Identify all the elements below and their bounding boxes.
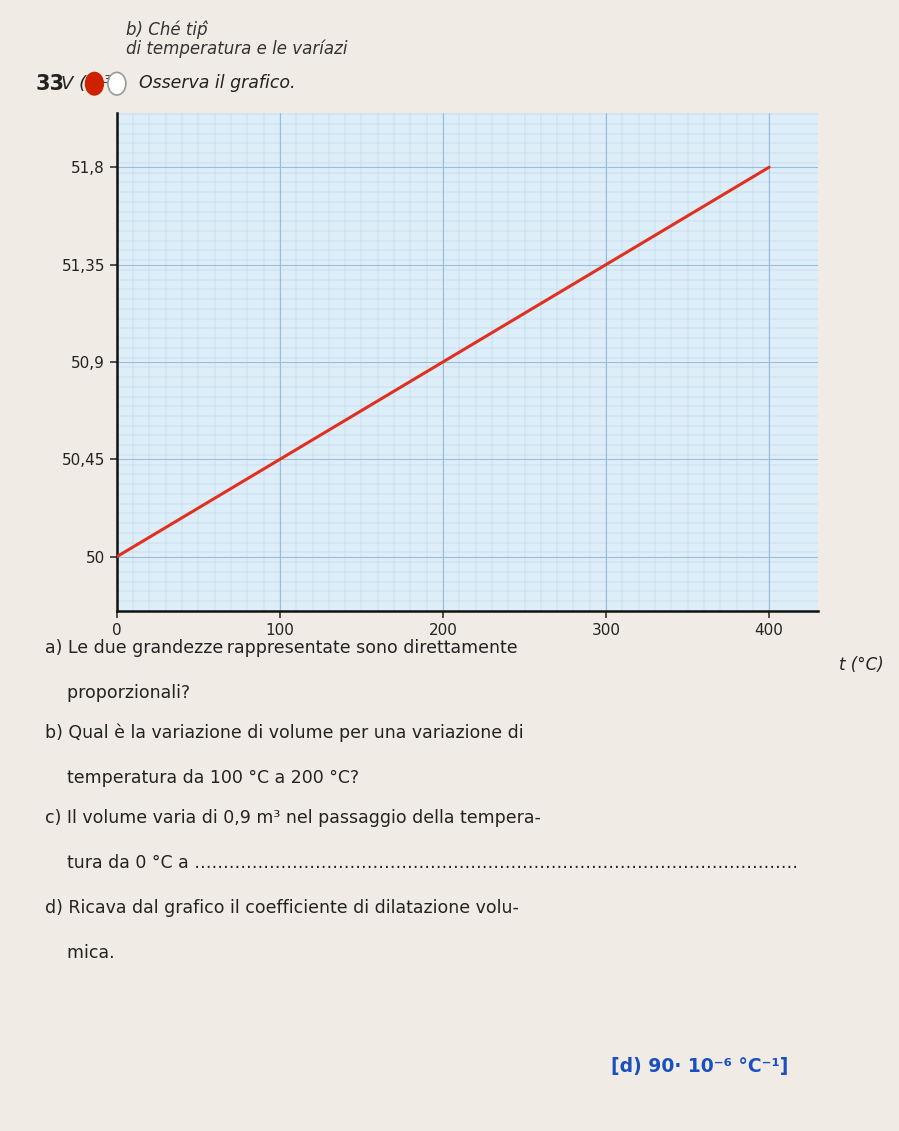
Text: b) Qual è la variazione di volume per una variazione di: b) Qual è la variazione di volume per un…	[45, 724, 523, 742]
Text: d) Ricava dal grafico il coefficiente di dilatazione volu-: d) Ricava dal grafico il coefficiente di…	[45, 899, 519, 917]
Text: a) Le due grandezze rappresentate sono direttamente: a) Le due grandezze rappresentate sono d…	[45, 639, 518, 657]
Text: t (°C): t (°C)	[839, 656, 884, 674]
Text: V (m³): V (m³)	[61, 75, 118, 93]
Text: Osserva il grafico.: Osserva il grafico.	[139, 74, 296, 92]
Text: temperatura da 100 °C a 200 °C?: temperatura da 100 °C a 200 °C?	[45, 769, 359, 787]
Text: mica.: mica.	[45, 944, 114, 962]
Text: b) Ché tip̂: b) Ché tip̂	[126, 20, 208, 38]
Text: [d) 90· 10⁻⁶ °C⁻¹]: [d) 90· 10⁻⁶ °C⁻¹]	[611, 1057, 788, 1077]
Text: 33: 33	[36, 74, 65, 94]
Text: c) Il volume varia di 0,9 m³ nel passaggio della tempera-: c) Il volume varia di 0,9 m³ nel passagg…	[45, 809, 541, 827]
Text: di temperatura e le varíazi: di temperatura e le varíazi	[126, 40, 347, 58]
Text: proporzionali?: proporzionali?	[45, 684, 190, 702]
Text: tura da 0 °C a ……………………………………………………………………………………………: tura da 0 °C a ……………………………………………………………………	[45, 854, 798, 872]
